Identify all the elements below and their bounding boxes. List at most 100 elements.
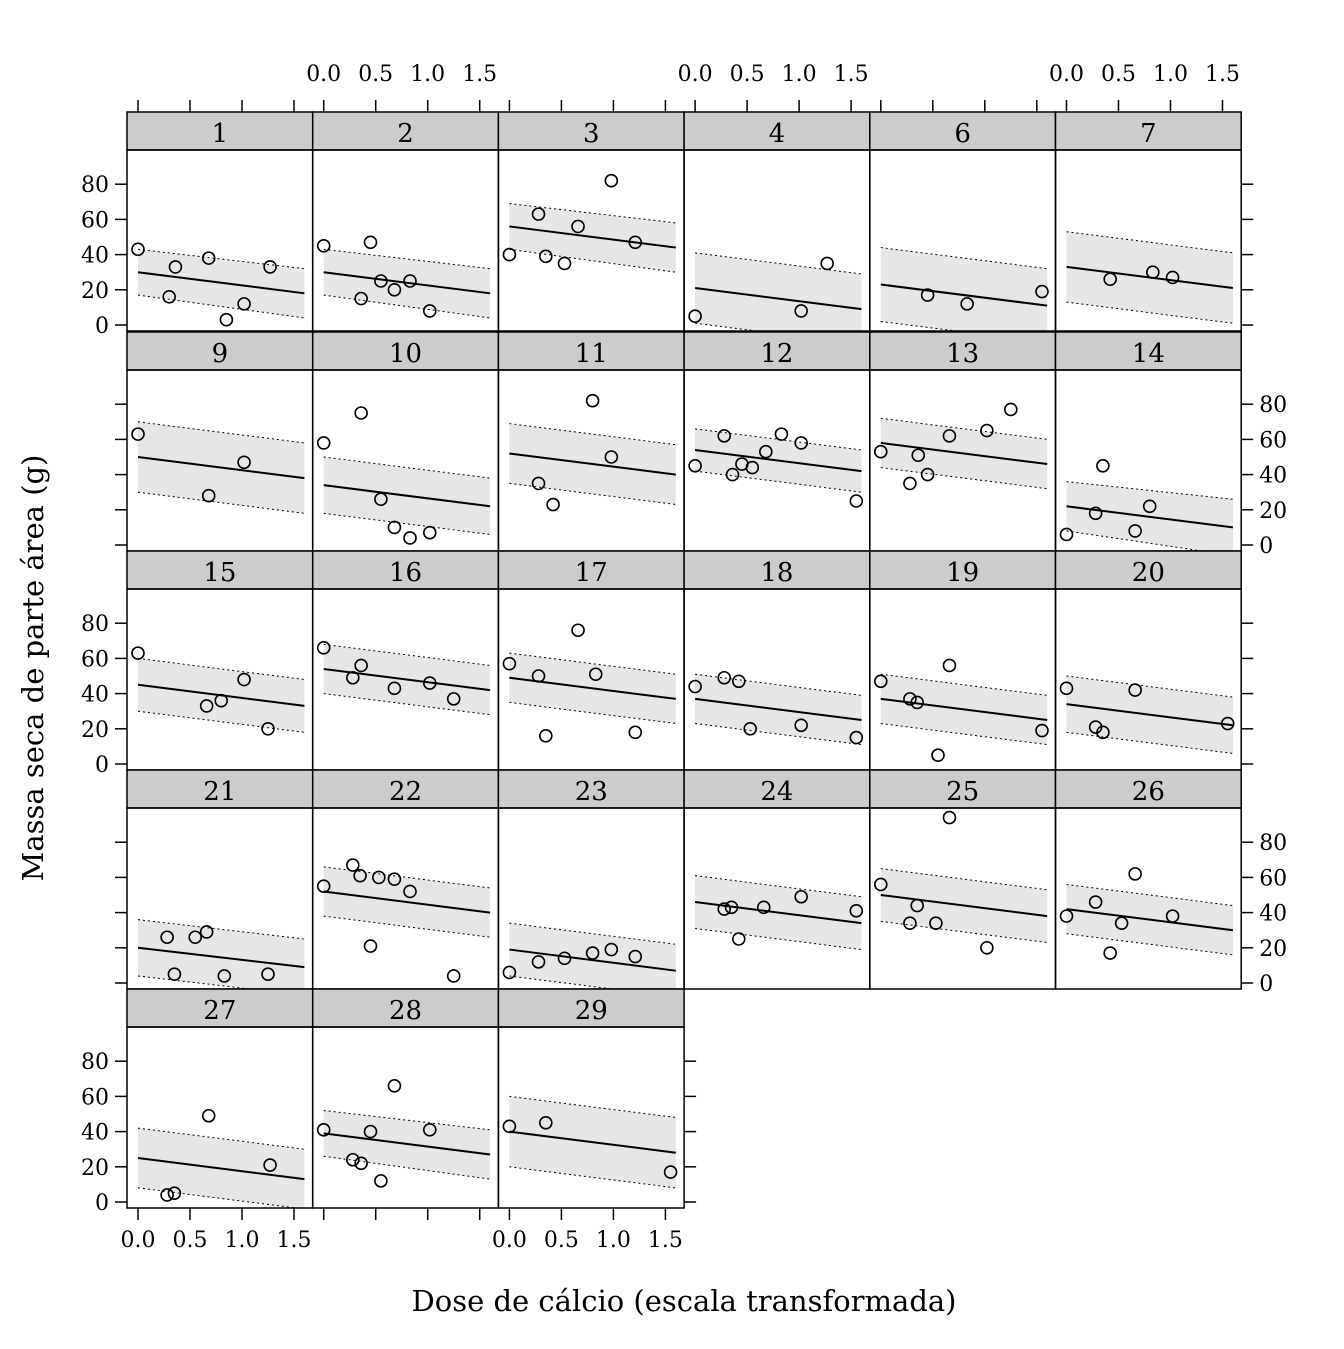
data-point — [794, 436, 808, 450]
panel-strip-label: 17 — [575, 558, 608, 588]
panel-strip-label: 7 — [1140, 119, 1157, 149]
panel-strip — [497, 988, 685, 1028]
panel-strip-label: 23 — [575, 777, 608, 807]
panel-strip — [497, 550, 685, 590]
panel-16: 16 — [311, 550, 500, 771]
panel-plot-area — [316, 641, 491, 716]
y-tick-label: 80 — [1259, 393, 1287, 418]
data-point — [849, 904, 864, 918]
x-tick-label: 1.0 — [782, 62, 817, 87]
fitted-line — [509, 452, 676, 476]
data-point — [387, 520, 402, 535]
x-tick-label: 0.5 — [173, 1228, 208, 1253]
data-point — [167, 1186, 182, 1200]
y-axis-title: Massa seca de parte área (g) — [16, 455, 50, 882]
y-tick-label: 80 — [81, 173, 109, 198]
data-point — [353, 868, 367, 883]
y-tick-label: 80 — [1259, 831, 1287, 856]
y-axis-right-row-1: 0 20 40 60 80 — [1241, 393, 1287, 559]
panel-21: 21 — [126, 769, 314, 990]
data-point — [688, 309, 702, 324]
data-point — [261, 967, 275, 982]
y-tick-label: 0 — [95, 753, 109, 778]
data-point — [531, 669, 546, 683]
data-point — [201, 1108, 216, 1123]
data-point — [316, 436, 331, 450]
fitted-line — [137, 946, 305, 969]
data-point — [160, 930, 174, 945]
data-point — [1146, 265, 1160, 280]
data-point — [557, 951, 572, 966]
data-point — [131, 427, 145, 441]
data-point — [585, 946, 600, 960]
prediction-band — [509, 923, 676, 989]
panel-plot-area — [502, 173, 676, 273]
x-axis-top-7: 0.0 0.5 1.0 1.5 — [1049, 62, 1240, 112]
panel-24: 24 — [683, 769, 871, 990]
panel-strip-label: 14 — [1132, 339, 1165, 369]
data-point — [354, 1156, 368, 1171]
fitted-line — [509, 1130, 676, 1154]
panel-3: 3 — [497, 111, 685, 332]
data-point — [759, 444, 773, 459]
x-axis-top-3 — [508, 100, 667, 112]
panel-19: 19 — [869, 550, 1057, 771]
x-tick-label: 1.5 — [462, 62, 497, 87]
data-point — [219, 312, 234, 327]
data-point — [446, 692, 461, 706]
data-point — [1128, 683, 1142, 697]
panel-29: 29 — [497, 988, 685, 1209]
data-point — [316, 239, 331, 253]
panel-strip-label: 21 — [203, 777, 236, 807]
panel-frame — [1054, 149, 1242, 332]
data-point — [502, 965, 517, 980]
fitted-line — [323, 271, 491, 295]
panel-strip — [683, 331, 871, 371]
panel-strip-label: 12 — [760, 339, 793, 369]
data-point — [849, 730, 864, 745]
data-point — [873, 444, 888, 459]
panel-plot-area — [131, 646, 305, 736]
fitted-line — [880, 283, 1048, 307]
fitted-line — [137, 271, 305, 295]
data-point — [911, 448, 926, 463]
panel-plot-area — [1066, 231, 1234, 324]
data-point — [903, 916, 917, 930]
data-point — [422, 525, 437, 540]
data-point — [628, 725, 643, 740]
panel-strip — [1054, 769, 1242, 809]
data-point — [374, 1174, 388, 1188]
data-point — [346, 1152, 360, 1167]
y-tick-label: 20 — [1259, 499, 1287, 524]
data-point — [942, 810, 957, 825]
data-point — [160, 1188, 174, 1202]
panel-plot-area — [688, 670, 864, 746]
y-tick-label: 0 — [1259, 972, 1273, 997]
data-point — [387, 681, 402, 696]
panel-strip — [126, 111, 314, 151]
x-tick-label: 1.5 — [1205, 62, 1240, 87]
fitted-line — [1066, 908, 1234, 932]
x-tick-label: 0.0 — [492, 1228, 527, 1253]
data-point — [717, 429, 732, 443]
data-point — [546, 497, 560, 512]
data-point — [422, 1123, 437, 1137]
panel-plot-area — [873, 658, 1049, 763]
data-point — [354, 658, 368, 673]
data-point — [261, 721, 275, 736]
data-point — [1128, 524, 1142, 538]
panel-28: 28 — [311, 988, 500, 1209]
data-point — [316, 1123, 331, 1137]
x-tick-label: 1.5 — [648, 1228, 683, 1253]
data-point — [403, 531, 417, 545]
data-point — [604, 173, 619, 188]
data-point — [960, 297, 974, 311]
fitted-line — [323, 1132, 491, 1156]
x-axis-top-2: 0.0 0.5 1.0 1.5 — [306, 62, 497, 112]
y-axis-left-row-0: 0 20 40 60 80 — [81, 173, 127, 339]
y-tick-label: 0 — [1259, 534, 1273, 559]
panel-strip-label: 18 — [760, 558, 793, 588]
panel-6: 6 — [869, 111, 1057, 332]
fitted-line — [509, 225, 676, 249]
